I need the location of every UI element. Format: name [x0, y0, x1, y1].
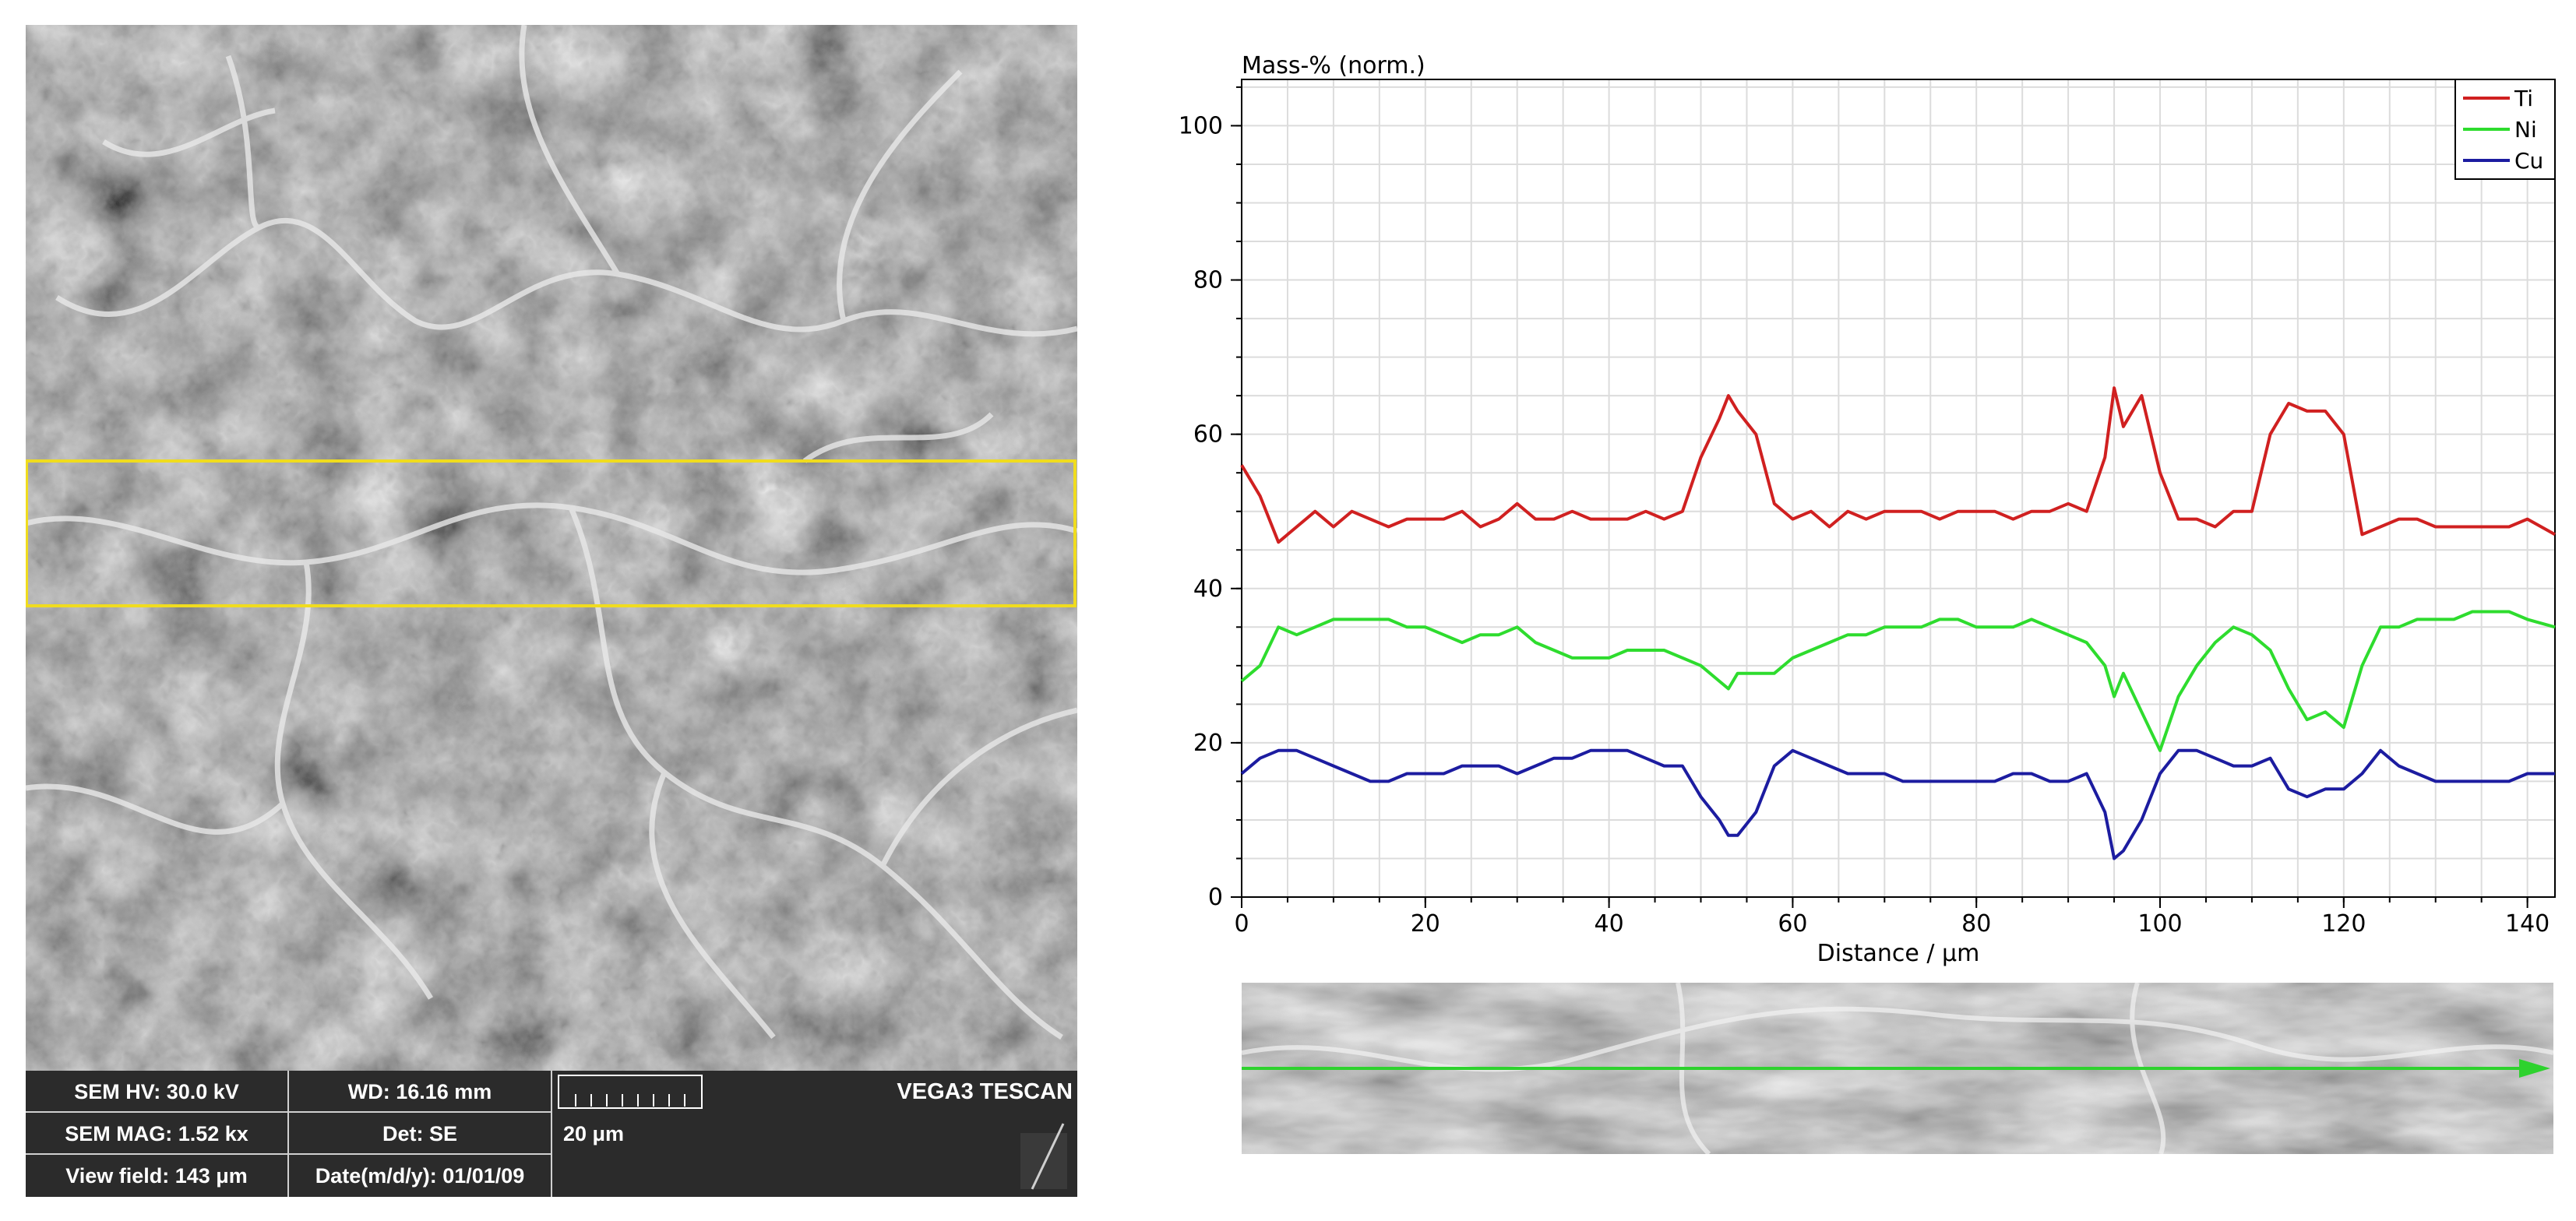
scan-line-image: [1242, 983, 2553, 1154]
x-tick-label: 0: [1234, 910, 1249, 938]
x-tick-label: 80: [1961, 910, 1991, 938]
legend-label-ni: Ni: [2514, 117, 2537, 143]
grain-boundaries: [26, 25, 1077, 1040]
date-label: Date(m/d/y): 01/01/09: [289, 1155, 552, 1197]
view-field-label: View field: 143 μm: [26, 1155, 289, 1197]
x-tick-label: 120: [2321, 910, 2366, 938]
line-scan-selection: [26, 459, 1077, 607]
y-tick-label: 80: [1193, 267, 1223, 294]
x-tick-label: 40: [1595, 910, 1624, 938]
y-tick-label: 20: [1193, 730, 1223, 757]
y-axis-label: Mass-% (norm.): [1242, 52, 1425, 79]
series-line-ni: [1240, 610, 2556, 752]
x-tick-label: 20: [1411, 910, 1440, 938]
scan-direction-arrow: [1242, 1059, 2550, 1078]
x-tick-label: 100: [2137, 910, 2182, 938]
tescan-logo: [1020, 1123, 1067, 1190]
y-tick-label: 40: [1193, 575, 1223, 603]
scale-bar: [558, 1075, 703, 1109]
sem-micrograph: [26, 25, 1077, 1071]
legend-label-ti: Ti: [2514, 86, 2533, 111]
brand-label: VEGA3 TESCAN: [897, 1079, 1073, 1104]
y-tick-label: 60: [1193, 421, 1223, 449]
plot-frame: [1241, 79, 2556, 898]
x-tick-label: 60: [1778, 910, 1807, 938]
line-scan-chart: 0 20 40 60 80 100 120 140 0 20 40 60 80 100 Ti Ni Cu Ma…: [1179, 52, 2556, 967]
scale-bar-label: 20 μm: [563, 1122, 625, 1145]
arrow-head: [2519, 1059, 2550, 1078]
line-scan-chart-panel: 0 20 40 60 80 100 120 140 0 20 40 60 80 100 Ti Ni Cu Ma…: [1153, 39, 2571, 973]
y-tick-label: 100: [1179, 112, 1223, 139]
wd-label: WD: 16.16 mm: [289, 1071, 552, 1113]
scan-line-strip: [1242, 983, 2553, 1154]
series-line-ti: [1240, 386, 2556, 544]
detector-label: Det: SE: [289, 1113, 552, 1155]
legend-label-cu: Cu: [2514, 148, 2543, 174]
y-tick-label: 0: [1208, 884, 1223, 911]
series-line-cu: [1240, 748, 2555, 860]
hv-label: SEM HV: 30.0 kV: [26, 1071, 289, 1113]
sem-info-bar: SEM HV: 30.0 kV WD: 16.16 mm SEM MAG: 1.…: [26, 1071, 1077, 1197]
x-tick-label: 140: [2505, 910, 2550, 938]
x-axis-label: Distance / μm: [1817, 940, 1980, 967]
mag-label: SEM MAG: 1.52 kx: [26, 1113, 289, 1155]
sem-image-panel: SEM HV: 30.0 kV WD: 16.16 mm SEM MAG: 1.…: [26, 25, 1077, 1197]
